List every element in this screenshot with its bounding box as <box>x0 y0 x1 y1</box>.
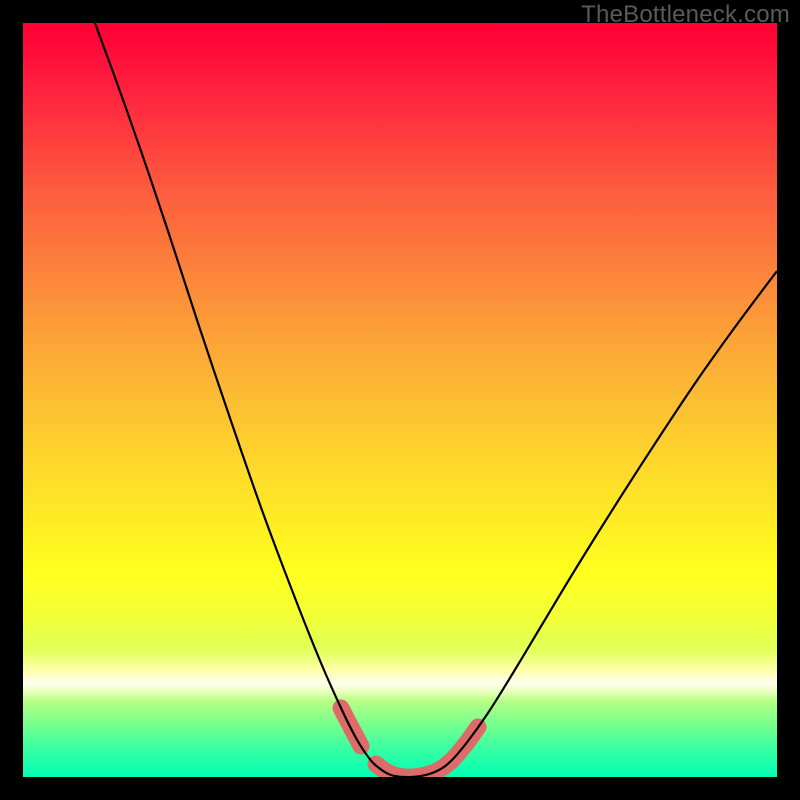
curves-layer <box>23 23 777 777</box>
plot-area <box>23 23 777 777</box>
watermark-text: TheBottleneck.com <box>581 1 790 29</box>
highlight-segment-bottom <box>376 727 478 777</box>
bottleneck-curve <box>95 23 777 777</box>
frame: TheBottleneck.com <box>0 0 800 800</box>
